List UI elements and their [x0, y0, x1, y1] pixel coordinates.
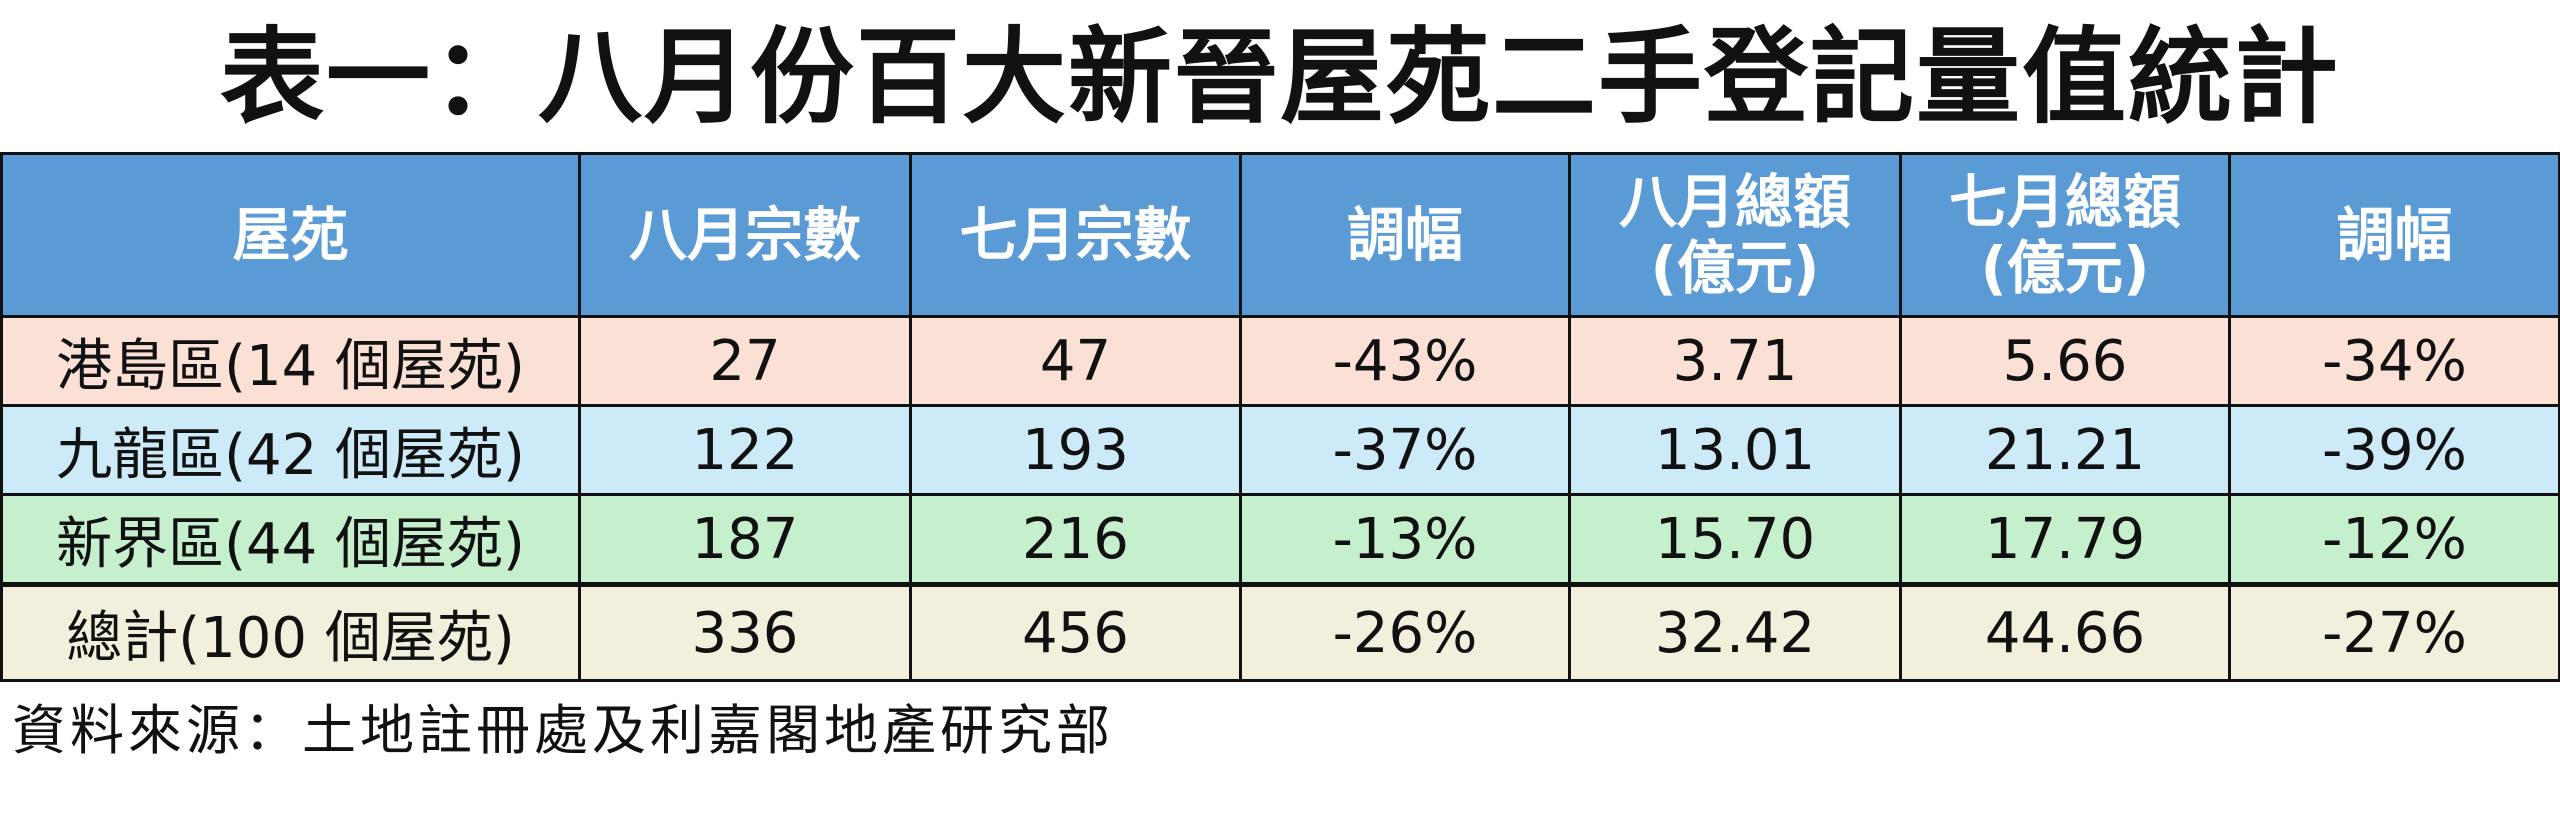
table-cell: -26%	[1239, 582, 1571, 682]
table-cell: 193	[909, 404, 1242, 496]
header-row: 屋苑 八月宗數 七月宗數 調幅 八月總額 (億元) 七月總額 (億元) 調幅	[0, 152, 2560, 318]
table-cell: 122	[578, 404, 912, 496]
column-header: 八月總額 (億元)	[1568, 152, 1902, 318]
table-cell: -12%	[2228, 493, 2560, 586]
table-cell: 15.70	[1568, 493, 1902, 586]
table-cell: -39%	[2228, 404, 2560, 496]
table-cell: -37%	[1239, 404, 1571, 496]
table-body: 港島區(14 個屋苑) 27 47 -43% 3.71 5.66 -34% 九龍區(42 個屋…	[0, 315, 2560, 682]
table-cell: 187	[578, 493, 912, 586]
table-cell: 27	[578, 315, 912, 407]
table-cell: 456	[909, 582, 1242, 682]
table-cell: -43%	[1239, 315, 1571, 407]
title: 表一：八月份百大新晉屋苑二手登記量值統計	[219, 16, 2340, 138]
table-cell: 17.79	[1899, 493, 2231, 586]
table-cell: -34%	[2228, 315, 2560, 407]
column-header: 七月總額 (億元)	[1899, 152, 2231, 318]
row-label: 新界區(44 個屋苑)	[0, 493, 581, 586]
column-header: 調幅	[1239, 152, 1571, 318]
table-header: 屋苑 八月宗數 七月宗數 調幅 八月總額 (億元) 七月總額 (億元) 調幅	[0, 152, 2560, 318]
table-row: 港島區(14 個屋苑) 27 47 -43% 3.71 5.66 -34%	[0, 315, 2560, 407]
row-label: 總計(100 個屋苑)	[0, 582, 581, 682]
table-cell: 3.71	[1568, 315, 1902, 407]
table-cell: 216	[909, 493, 1242, 586]
table-cell: -27%	[2228, 582, 2560, 682]
column-header: 調幅	[2228, 152, 2560, 318]
source-note: 資料來源：土地註冊處及利嘉閣地產研究部	[12, 699, 1114, 762]
table-cell: 47	[909, 315, 1242, 407]
table-row: 九龍區(42 個屋苑) 122 193 -37% 13.01 21.21 -39%	[0, 404, 2560, 496]
column-header: 八月宗數	[578, 152, 912, 318]
column-header: 七月宗數	[909, 152, 1242, 318]
table-cell: 32.42	[1568, 582, 1902, 682]
table-cell: 21.21	[1899, 404, 2231, 496]
column-header: 屋苑	[0, 152, 581, 318]
table-cell: 336	[578, 582, 912, 682]
stats-table: 屋苑 八月宗數 七月宗數 調幅 八月總額 (億元) 七月總額 (億元) 調幅 港島區(14 …	[0, 152, 2560, 682]
table-cell: 5.66	[1899, 315, 2231, 407]
table-row: 總計(100 個屋苑) 336 456 -26% 32.42 44.66 -27%	[0, 582, 2560, 682]
table-row: 新界區(44 個屋苑) 187 216 -13% 15.70 17.79 -12%	[0, 493, 2560, 586]
table-cell: -13%	[1239, 493, 1571, 586]
table-cell: 44.66	[1899, 582, 2231, 682]
row-label: 港島區(14 個屋苑)	[0, 315, 581, 407]
table-cell: 13.01	[1568, 404, 1902, 496]
row-label: 九龍區(42 個屋苑)	[0, 404, 581, 496]
